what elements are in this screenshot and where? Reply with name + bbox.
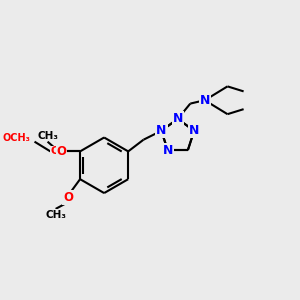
Text: OCH₃: OCH₃ [2, 133, 30, 143]
Text: O: O [63, 191, 73, 204]
Text: N: N [163, 143, 173, 157]
Text: N: N [172, 112, 183, 125]
Text: CH₃: CH₃ [45, 210, 66, 220]
Text: N: N [200, 94, 210, 107]
Text: CH₃: CH₃ [37, 130, 58, 141]
Text: O: O [50, 146, 60, 156]
Text: S: S [163, 143, 172, 157]
Text: O: O [56, 145, 67, 158]
Text: N: N [172, 112, 183, 125]
Text: N: N [156, 124, 167, 137]
Text: N: N [189, 124, 199, 137]
